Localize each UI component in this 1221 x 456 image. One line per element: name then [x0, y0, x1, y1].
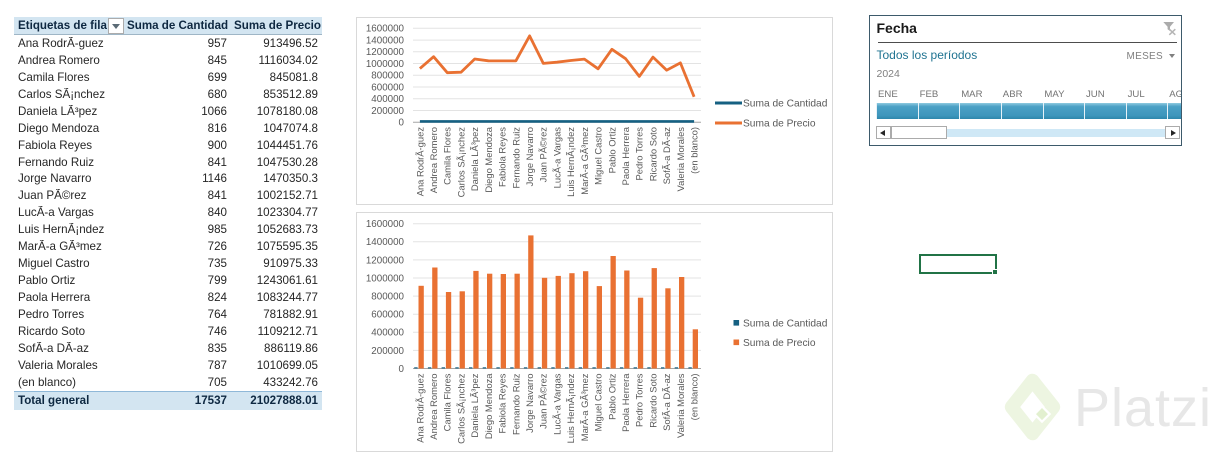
svg-text:Diego Mendoza: Diego Mendoza	[483, 373, 494, 439]
svg-text:1200000: 1200000	[366, 255, 405, 266]
svg-text:Ricardo Soto: Ricardo Soto	[647, 127, 658, 181]
svg-text:1200000: 1200000	[366, 47, 405, 58]
svg-text:Camila Flores: Camila Flores	[442, 127, 453, 185]
svg-text:Daniela LÃ³pez: Daniela LÃ³pez	[469, 373, 480, 437]
svg-text:SofÃ-a DÃ-az: SofÃ-a DÃ-az	[661, 127, 672, 185]
svg-text:MarÃ-a GÃ³mez: MarÃ-a GÃ³mez	[579, 127, 590, 195]
svg-text:Camila Flores: Camila Flores	[442, 373, 453, 431]
svg-text:1600000: 1600000	[366, 24, 405, 35]
svg-text:400000: 400000	[371, 328, 404, 339]
svg-text:Ricardo Soto: Ricardo Soto	[647, 374, 658, 428]
svg-text:Pedro Torres: Pedro Torres	[634, 127, 645, 181]
svg-text:800000: 800000	[371, 292, 404, 303]
svg-text:600000: 600000	[371, 310, 404, 321]
svg-text:400000: 400000	[371, 94, 404, 105]
svg-text:1400000: 1400000	[366, 237, 405, 248]
svg-text:Valeria Morales: Valeria Morales	[675, 127, 686, 192]
svg-text:Pedro Torres: Pedro Torres	[634, 373, 645, 427]
svg-text:Andrea Romero: Andrea Romero	[428, 127, 439, 193]
svg-text:Pablo Ortiz: Pablo Ortiz	[606, 373, 617, 420]
svg-text:600000: 600000	[371, 83, 404, 94]
svg-text:Carlos SÃ¡nchez: Carlos SÃ¡nchez	[455, 127, 466, 198]
svg-text:Fabiola Reyes: Fabiola Reyes	[497, 373, 508, 433]
svg-text:Luis HernÃ¡ndez: Luis HernÃ¡ndez	[565, 127, 576, 197]
svg-text:Ana RodrÃ-guez: Ana RodrÃ-guez	[414, 127, 425, 197]
svg-text:200000: 200000	[371, 106, 404, 117]
svg-text:Suma de Cantidad: Suma de Cantidad	[743, 99, 828, 110]
svg-text:0: 0	[399, 118, 405, 129]
svg-text:Fabiola Reyes: Fabiola Reyes	[497, 127, 508, 187]
svg-text:1000000: 1000000	[366, 273, 405, 284]
svg-text:Paola Herrera: Paola Herrera	[620, 126, 631, 185]
svg-text:1400000: 1400000	[366, 35, 405, 46]
svg-text:Ana RodrÃ-guez: Ana RodrÃ-guez	[414, 373, 425, 443]
svg-text:(en blanco): (en blanco)	[689, 127, 700, 174]
svg-text:Miguel Castro: Miguel Castro	[593, 127, 604, 185]
svg-text:Miguel Castro: Miguel Castro	[593, 374, 604, 432]
svg-text:Suma de Precio: Suma de Precio	[743, 119, 816, 130]
svg-text:200000: 200000	[371, 346, 404, 357]
svg-text:Jorge Navarro: Jorge Navarro	[524, 127, 535, 186]
svg-text:Paola Herrera: Paola Herrera	[620, 373, 631, 432]
svg-text:Jorge Navarro: Jorge Navarro	[524, 374, 535, 433]
svg-text:1600000: 1600000	[366, 219, 405, 230]
svg-text:Fernando Ruiz: Fernando Ruiz	[510, 127, 521, 189]
svg-text:0: 0	[399, 364, 405, 375]
svg-text:Andrea Romero: Andrea Romero	[428, 374, 439, 440]
svg-text:Suma de Precio: Suma de Precio	[743, 338, 816, 349]
svg-text:Juan PÃ©rez: Juan PÃ©rez	[538, 373, 549, 429]
svg-text:Daniela LÃ³pez: Daniela LÃ³pez	[469, 127, 480, 191]
svg-text:Pablo Ortiz: Pablo Ortiz	[606, 127, 617, 174]
svg-text:LucÃ-a Vargas: LucÃ-a Vargas	[551, 127, 562, 189]
svg-text:Valeria Morales: Valeria Morales	[675, 373, 686, 438]
svg-text:LucÃ-a Vargas: LucÃ-a Vargas	[551, 373, 562, 435]
svg-text:Juan PÃ©rez: Juan PÃ©rez	[538, 127, 549, 183]
svg-text:Fernando Ruiz: Fernando Ruiz	[510, 373, 521, 435]
svg-text:1000000: 1000000	[366, 59, 405, 70]
svg-text:SofÃ-a DÃ-az: SofÃ-a DÃ-az	[661, 373, 672, 431]
svg-text:Luis HernÃ¡ndez: Luis HernÃ¡ndez	[565, 373, 576, 443]
svg-text:MarÃ-a GÃ³mez: MarÃ-a GÃ³mez	[579, 373, 590, 441]
svg-text:800000: 800000	[371, 71, 404, 82]
svg-text:Carlos SÃ¡nchez: Carlos SÃ¡nchez	[455, 373, 466, 444]
svg-text:(en blanco): (en blanco)	[689, 374, 700, 421]
svg-text:Diego Mendoza: Diego Mendoza	[483, 126, 494, 192]
svg-text:Suma de Cantidad: Suma de Cantidad	[743, 318, 828, 329]
